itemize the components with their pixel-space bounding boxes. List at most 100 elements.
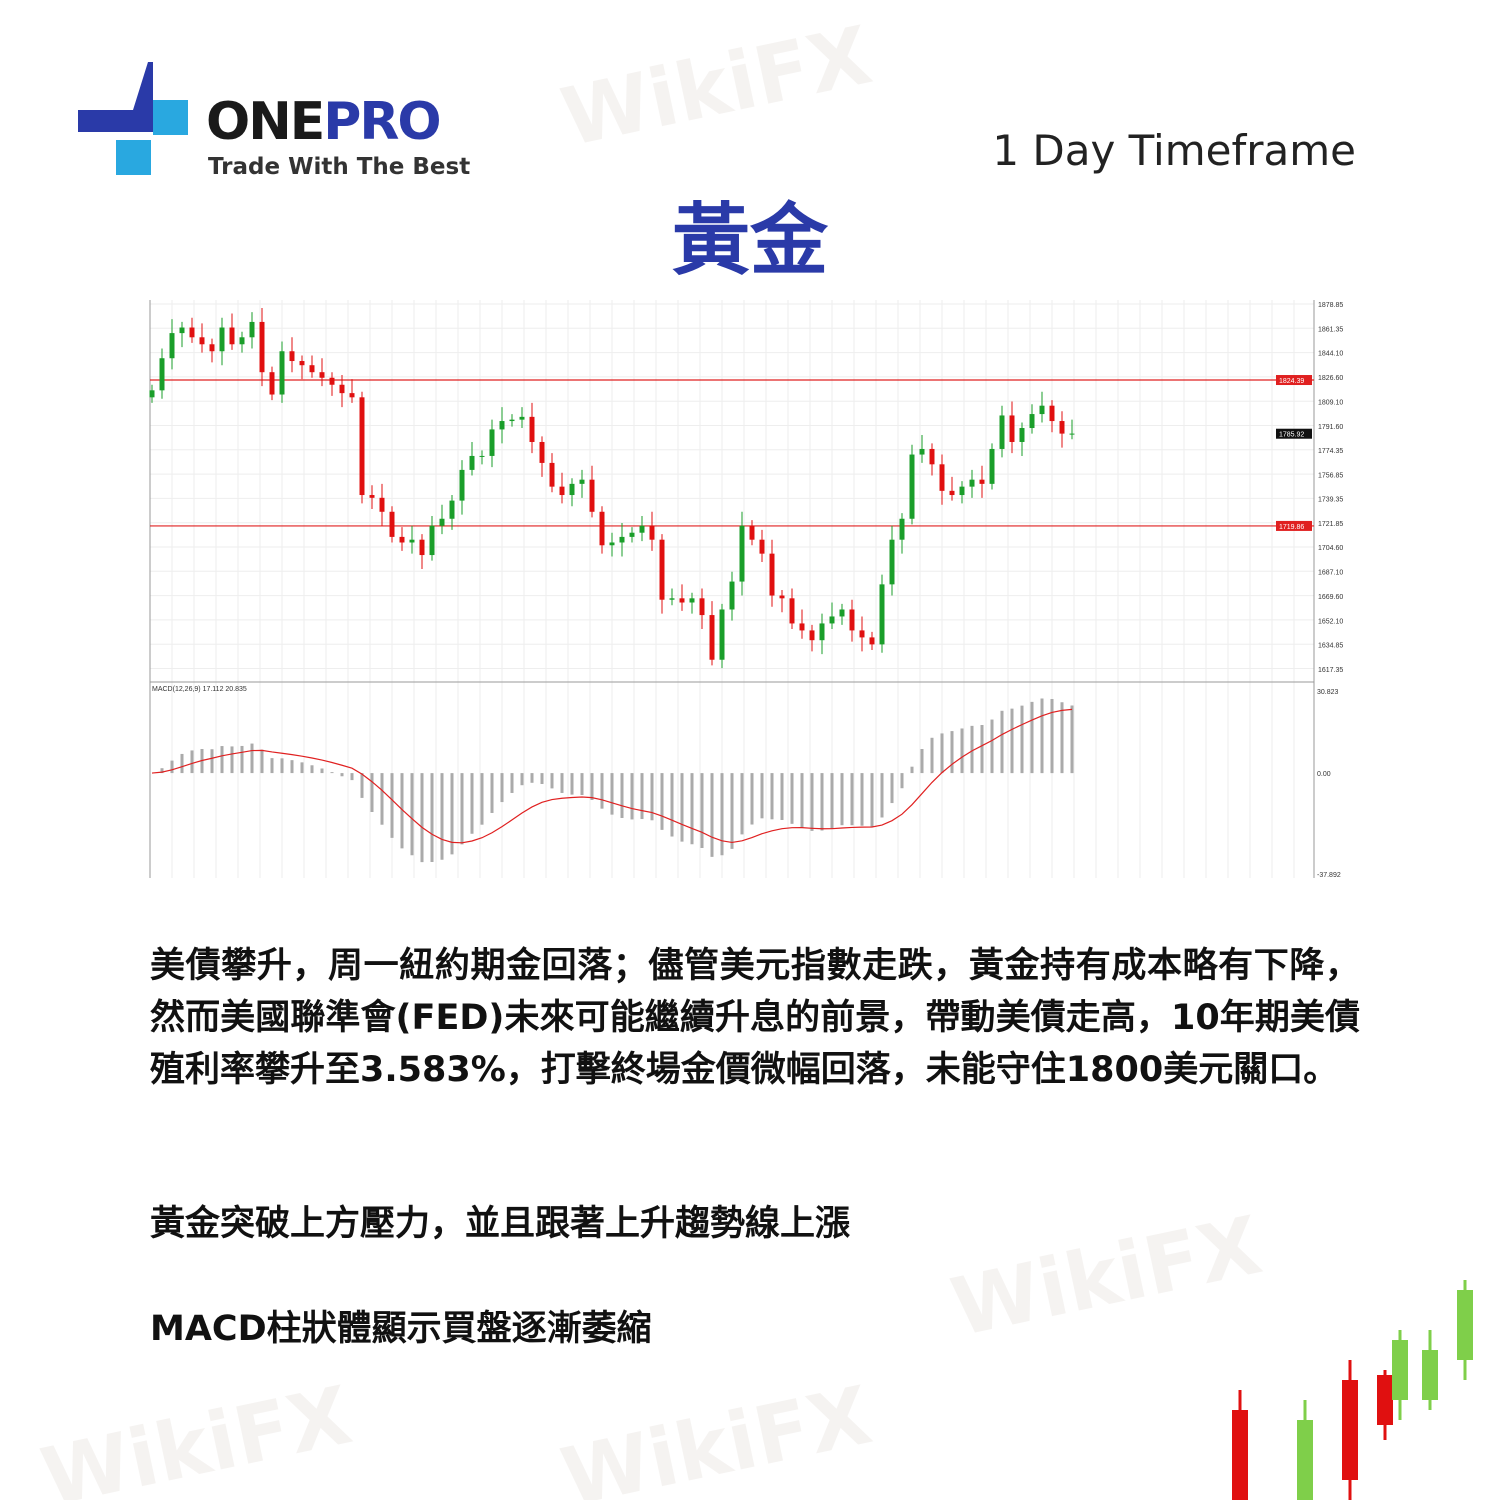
price-tick-label: 1826.60 [1318,375,1343,382]
brand-name: ONEPRO [206,92,442,152]
candle-body [199,337,205,345]
onepro-logo-icon [78,62,188,175]
candle-body [909,454,915,519]
candle-body [829,616,835,624]
candle-body [559,486,565,496]
candle-body [509,419,515,422]
candle-body [319,372,325,378]
candle-body [279,351,285,395]
macd-label: MACD(12,26,9) 17.112 20.835 [152,686,247,693]
price-tick-label: 1756.85 [1318,472,1343,479]
candle-body [1039,405,1045,415]
candle-body [979,479,985,484]
tagline: Trade With The Best [208,154,471,180]
gold-chart: 1878.85 1861.35 1844.10 1826.60 1809.10 1791.… [149,300,1343,879]
candle-body [809,630,815,641]
watermark: WikiFX [33,1368,359,1500]
candle-body [949,490,955,496]
candle-body [309,365,315,373]
level-tag [1276,520,1312,531]
candle-body [419,539,425,556]
candle-body [389,511,395,537]
candle-body [269,372,275,395]
macd-tick-label: 0.00 [1317,771,1331,778]
macd-signal-line [151,708,1073,844]
candle-body [789,598,795,624]
price-tick-label: 1774.35 [1318,448,1343,455]
candle-body [539,441,545,463]
candle-body [329,377,335,385]
candle-body [479,455,485,457]
candle-body [819,623,825,641]
level-tag [1276,375,1312,386]
current-price-tag [1276,428,1312,439]
candle-body [229,327,235,345]
candle-body [409,539,415,543]
candle-body [449,500,455,519]
candle-body [589,479,595,512]
candle-body [989,448,995,484]
candle-body [499,421,505,430]
price-tick-label: 1669.60 [1318,594,1343,601]
price-tick-label: 1878.85 [1318,302,1343,309]
candle-body [359,397,365,496]
candle-body [1049,405,1055,422]
macd-tick-label: -37.892 [1317,872,1341,879]
price-tick-label: 1617.35 [1318,667,1343,674]
candle-body [519,416,525,420]
candle-body [759,539,765,554]
candle-body [969,479,975,487]
candle-body [779,595,785,599]
macd-tick-label: 30.823 [1317,689,1339,696]
candle-body [249,321,255,338]
candle-body [219,327,225,352]
price-tick-label: 1634.85 [1318,643,1343,650]
candle-body [289,351,295,362]
decorative-candles-icon [1232,1280,1473,1500]
candle-body [959,486,965,496]
page-title: 黃金 [671,195,828,286]
candle-body [619,536,625,543]
candle-body [629,532,635,537]
candle-body [879,584,885,645]
candle-body [669,598,675,600]
candle-body [399,536,405,543]
candle-body [849,609,855,631]
price-tick-label: 1721.85 [1318,521,1343,528]
candle-body [609,542,615,546]
price-tick-label: 1844.10 [1318,351,1343,358]
candle-body [1029,414,1035,429]
candle-body [1019,428,1025,442]
timeframe-label: 1 Day Timeframe [992,126,1356,175]
analysis-paragraph: 美債攀升，周一紐約期金回落；儘管美元指數走跌，黃金持有成本略有下降，然而美國聯準… [150,946,1360,1090]
candle-body [579,479,585,484]
candle-body [679,598,685,603]
price-tick-label: 1687.10 [1318,570,1343,577]
candle-body [699,598,705,616]
candle-body [709,615,715,660]
candle-body [149,390,155,398]
candle-body [899,518,905,540]
candle-body [739,525,745,582]
candle-body [299,361,305,366]
candle-body [799,623,805,631]
price-tick-label: 1739.35 [1318,497,1343,504]
candle-body [459,469,465,501]
candle-body [239,337,245,345]
level-tag-label: 1719.86 [1279,524,1304,531]
candle-body [729,581,735,610]
candle-body [1009,415,1015,442]
candle-body [429,525,435,556]
candle-body [339,384,345,394]
candle-body [749,525,755,540]
candle-body [869,637,875,645]
candle-body [939,464,945,491]
candle-body [919,448,925,455]
candle-body [649,525,655,540]
candle-body [839,609,845,617]
candle-body [469,455,475,470]
candle-body [999,415,1005,449]
candle-body [769,553,775,596]
candle-body [489,429,495,456]
